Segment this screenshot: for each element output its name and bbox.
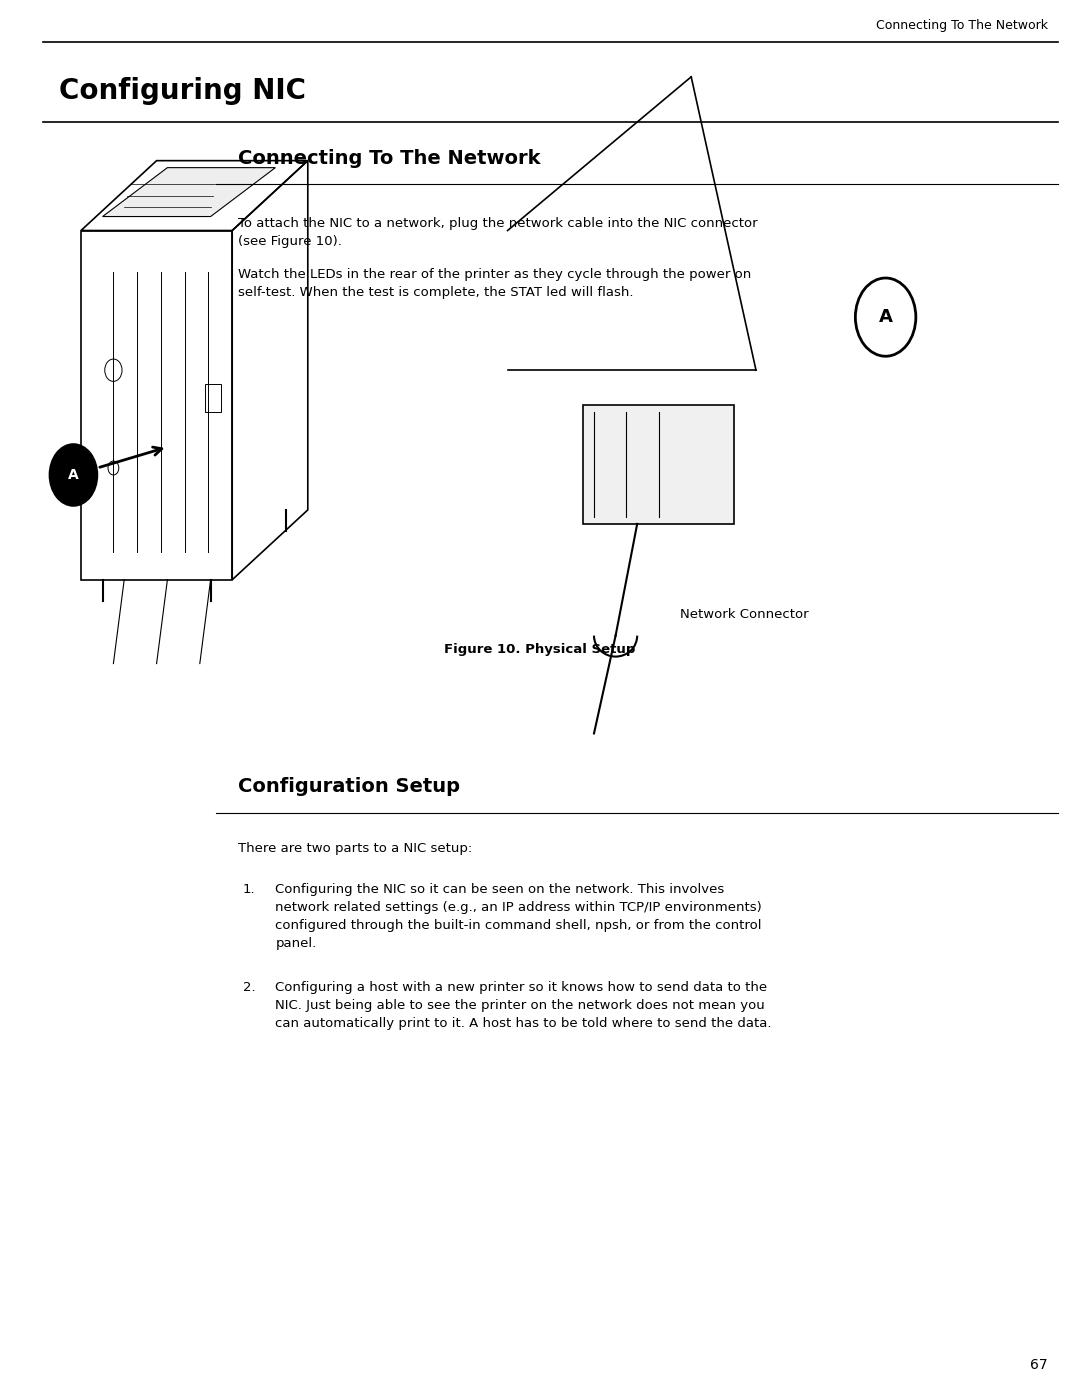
Text: To attach the NIC to a network, plug the network cable into the NIC connector
(s: To attach the NIC to a network, plug the… [238,217,757,247]
Text: There are two parts to a NIC setup:: There are two parts to a NIC setup: [238,842,472,855]
Text: Configuration Setup: Configuration Setup [238,777,460,796]
Text: Figure 10. Physical Setup: Figure 10. Physical Setup [444,643,636,655]
Text: Configuring a host with a new printer so it knows how to send data to the
NIC. J: Configuring a host with a new printer so… [275,981,772,1030]
Text: A: A [68,468,79,482]
Text: Network Connector: Network Connector [680,608,809,620]
Text: Connecting To The Network: Connecting To The Network [238,148,540,168]
Text: 1.: 1. [243,883,256,895]
Text: A: A [879,309,892,326]
Circle shape [50,444,97,506]
Text: Connecting To The Network: Connecting To The Network [876,20,1048,32]
FancyBboxPatch shape [583,405,734,524]
Text: 2.: 2. [243,981,256,993]
Text: Configuring the NIC so it can be seen on the network. This involves
network rela: Configuring the NIC so it can be seen on… [275,883,762,950]
Text: 67: 67 [1030,1358,1048,1372]
Text: Configuring NIC: Configuring NIC [59,77,307,105]
Polygon shape [103,168,275,217]
Text: Watch the LEDs in the rear of the printer as they cycle through the power on
sel: Watch the LEDs in the rear of the printe… [238,268,751,299]
